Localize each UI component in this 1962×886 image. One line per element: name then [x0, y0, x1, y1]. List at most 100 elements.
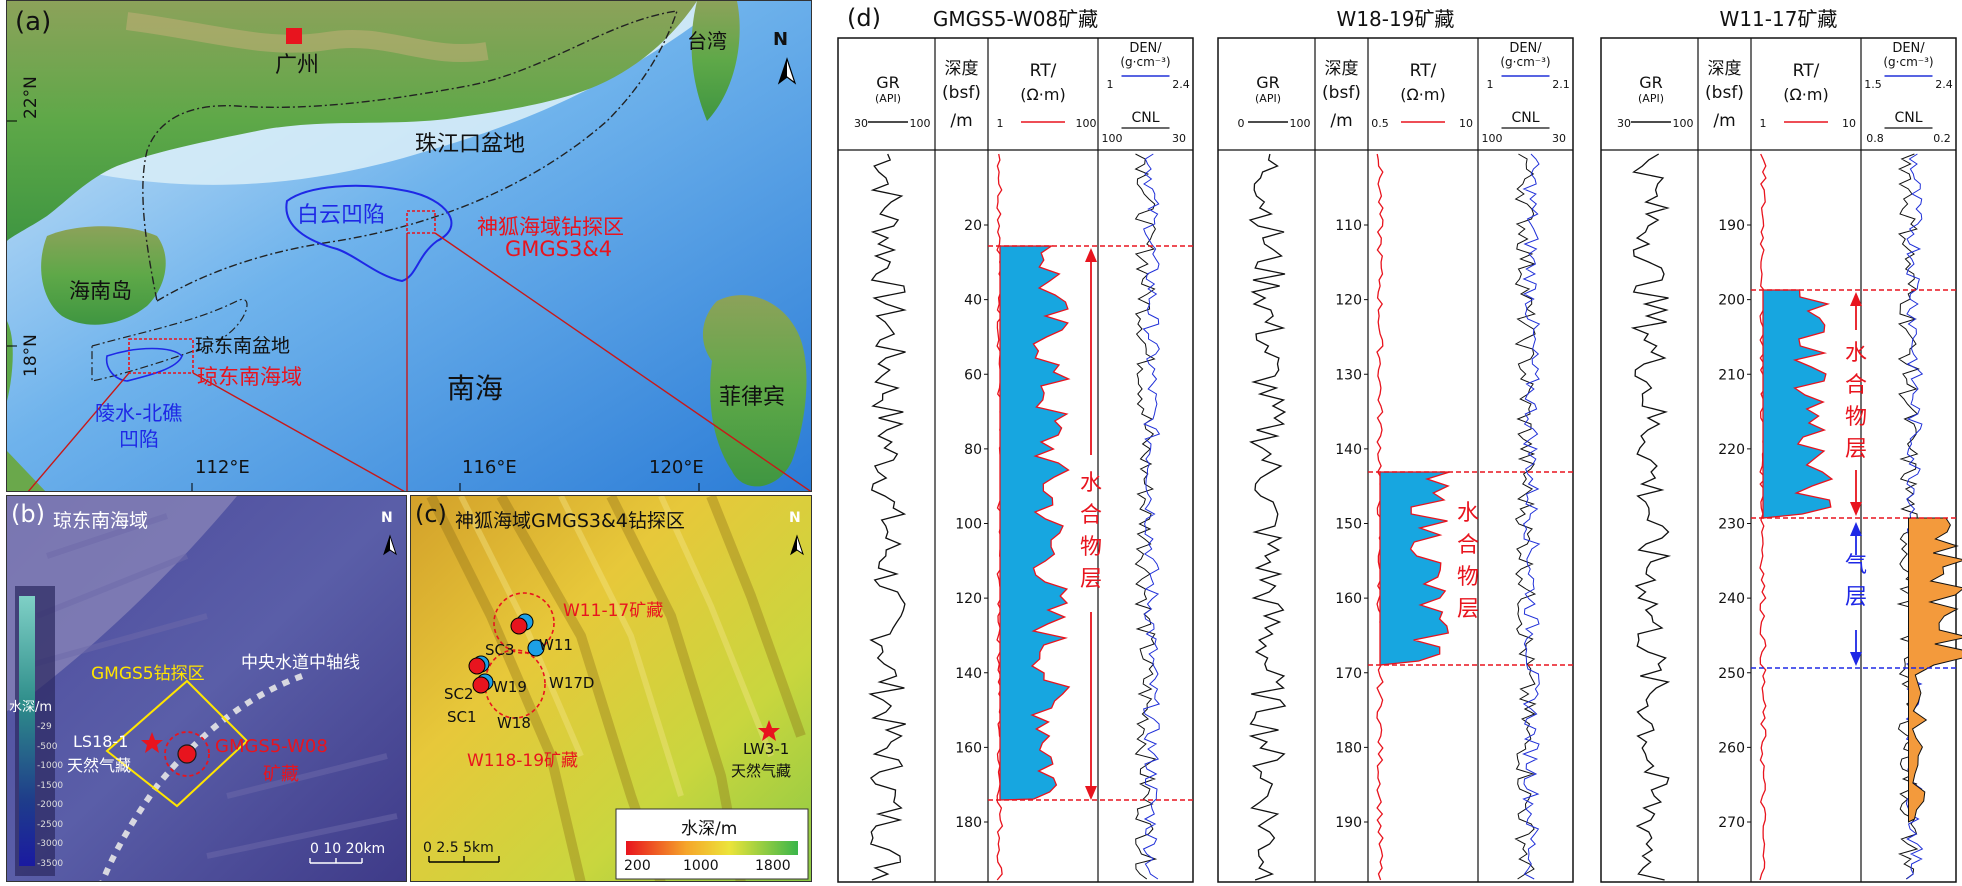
depth-tick-0-1: 40 [964, 293, 982, 309]
den-label-0: DEN/ [1129, 41, 1162, 56]
gr-curve-1 [1248, 153, 1287, 881]
rt-unit-1: (Ω·m) [1400, 85, 1445, 104]
label-south-sea: 南海 [447, 372, 504, 405]
qdn-box [128, 338, 194, 374]
gr-min-0: 30 [854, 117, 868, 130]
depth-tick-2-2: 210 [1718, 367, 1745, 383]
north-label-b: N [381, 510, 393, 526]
cnl-max-0: 30 [1172, 132, 1186, 145]
channel-axis-line [99, 673, 304, 881]
panel-b-qdn-map: (b) 琼东南海域 N GMGS5钻探区 中央水道中轴线 LS18-1 天然气藏… [6, 495, 407, 882]
cnl-min-2: 0.8 [1866, 132, 1884, 145]
rt-max-0: 100 [1076, 117, 1097, 130]
site-w17d [527, 639, 545, 657]
label-pearl-basin: 珠江口盆地 [415, 132, 526, 157]
legend-tick-1800: 1800 [755, 858, 791, 874]
label-w17d: W17D [549, 674, 595, 692]
depth-tick-2-1: 200 [1718, 293, 1745, 309]
den-max-0: 2.4 [1172, 78, 1190, 91]
north-label-c: N [789, 510, 801, 526]
zone-label-2-0-0: 水 [1845, 341, 1867, 366]
panel-c-shenhu-map: (c) 神狐海域GMGS3&4钻探区 N W11-17矿藏 SC3 W11 W1… [410, 495, 812, 882]
gr-curve-2 [1630, 153, 1672, 881]
depth-tick-2-8: 270 [1718, 815, 1745, 831]
depth-tick-1-2: 130 [1335, 367, 1362, 383]
zone-label-1-0-2: 物 [1457, 565, 1479, 590]
north-arrow-icon [777, 57, 797, 85]
depth-label-c-1: /m [1330, 111, 1352, 131]
site-sc1 [472, 676, 490, 694]
log-frame-1 [1217, 37, 1574, 883]
scale-label-c: 0 2.5 5km [423, 840, 494, 856]
depth-tick-1-4: 150 [1335, 517, 1362, 533]
label-w18: W18 [497, 714, 531, 732]
rt-label-0: RT/ [1030, 61, 1057, 81]
depth-tick-0-6: 140 [955, 666, 982, 682]
legend-tick-1000: 1000 [683, 858, 719, 874]
log-title-2: W11-17矿藏 [1720, 7, 1838, 31]
gr-max-2: 100 [1673, 117, 1694, 130]
scale-label-b: 0 10 20km [310, 841, 386, 857]
zone-label-2-0-1: 合 [1845, 373, 1867, 398]
panel-a-regional-map: (a) 广州 台湾 N 珠江口盆地 白云凹陷 神狐海域钻探区 GMGS3&4 海… [6, 0, 812, 492]
den-min-1: 1 [1487, 78, 1494, 91]
cnl-label-1: CNL [1511, 110, 1539, 126]
gr-max-0: 100 [910, 117, 931, 130]
den-label-1: DEN/ [1509, 41, 1542, 56]
rt-max-2: 10 [1842, 117, 1856, 130]
cnl-curve-1 [1514, 153, 1537, 880]
label-sc1: SC1 [447, 708, 477, 726]
lon-120e: 120°E [649, 457, 704, 478]
lat-18n: 18°N [21, 334, 41, 377]
mainland-land [7, 1, 697, 241]
depth-tick-1-3: 140 [1335, 442, 1362, 458]
lw3-label: LW3-1 [743, 740, 790, 758]
lat-22n: 22°N [21, 76, 41, 119]
w08-site-marker [177, 744, 197, 764]
label-guangzhou: 广州 [275, 53, 320, 78]
rt-min-1: 0.5 [1371, 117, 1389, 130]
lon-116e: 116°E [462, 457, 517, 478]
site-sc2 [468, 657, 486, 675]
label-lingshui-2: 凹陷 [119, 427, 159, 451]
rt-curve-2 [1759, 153, 1767, 881]
channel-axis-label: 中央水道中轴线 [241, 653, 360, 673]
label-shenhu: 神狐海域钻探区 [477, 215, 624, 239]
depth-legend-bar [19, 596, 35, 866]
gr-max-1: 100 [1290, 117, 1311, 130]
w08-label: GMGS5-W08 [215, 736, 328, 757]
rt-max-1: 10 [1459, 117, 1473, 130]
qdn-map-svg [7, 496, 406, 881]
depth-tick-1-8: 190 [1335, 815, 1362, 831]
cnl-min-1: 100 [1482, 132, 1503, 145]
legend-title-b: 水深/m [9, 700, 53, 715]
depth-tick-2-0: 190 [1718, 218, 1745, 234]
depth-tick-0-4: 100 [955, 517, 982, 533]
depth-label-a-2: 深度 [1708, 59, 1742, 79]
rt-unit-0: (Ω·m) [1020, 85, 1065, 104]
label-sc3: SC3 [485, 641, 515, 659]
panel-label-d: (d) [847, 4, 881, 32]
arrow-down-head-2 [1850, 502, 1862, 516]
panel-b-title: 琼东南海域 [53, 510, 149, 532]
gas-arrow-down-head-2 [1850, 652, 1862, 666]
deposit-top-label: W11-17矿藏 [563, 601, 664, 621]
gr-unit-2: (API) [1638, 92, 1664, 105]
zone-label-2-1-0: 气 [1845, 553, 1867, 578]
depth-tick-1-1: 120 [1335, 293, 1362, 309]
north-label: N [773, 29, 789, 50]
site-sc3 [510, 617, 528, 635]
depth-label-a-1: 深度 [1325, 59, 1359, 79]
arrow-up-head-2 [1850, 292, 1862, 306]
arrow-down-head-0 [1085, 786, 1097, 800]
depth-tick-1-7: 180 [1335, 740, 1362, 756]
label-w11: W11 [539, 636, 573, 654]
depth-label-a-0: 深度 [945, 59, 979, 79]
legend-tick-200: 200 [624, 858, 651, 874]
den-curve-1 [1522, 153, 1541, 880]
scale-bar [309, 858, 363, 864]
rt-min-2: 1 [1760, 117, 1767, 130]
hainan-island [41, 226, 166, 325]
log-title-0: GMGS5-W08矿藏 [933, 7, 1098, 31]
rt-unit-2: (Ω·m) [1783, 85, 1828, 104]
